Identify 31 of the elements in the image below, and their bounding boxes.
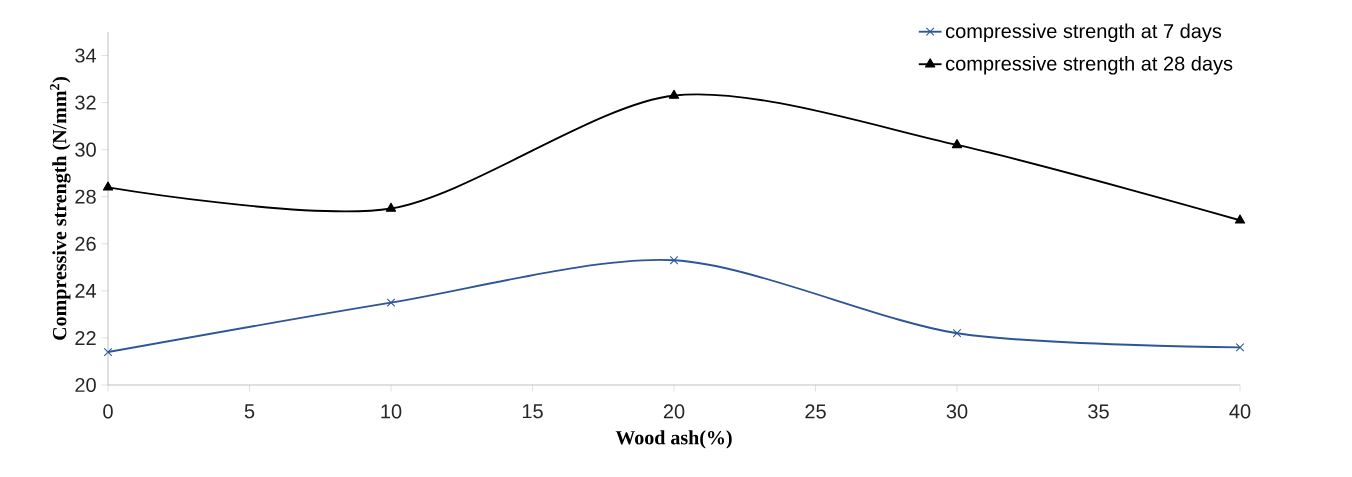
point bbox=[385, 202, 397, 212]
point bbox=[102, 181, 114, 191]
x-tick-label: 0 bbox=[103, 404, 113, 419]
point bbox=[952, 328, 962, 338]
y-tick-label: 24 bbox=[75, 283, 97, 298]
point bbox=[951, 139, 963, 149]
y-tick-label: 30 bbox=[75, 142, 96, 157]
x-tick-label: 10 bbox=[381, 404, 402, 419]
x-tick-label: 15 bbox=[522, 404, 543, 419]
x-tick-label: 20 bbox=[663, 404, 685, 419]
y-tick-label: 20 bbox=[75, 377, 96, 393]
y-axis-title: Compressive strength (N/mm$^{2}$) bbox=[49, 77, 71, 340]
x-axis-title: Wood ash(%) bbox=[615, 430, 732, 449]
x-tick-label: 30 bbox=[946, 404, 968, 419]
x-tick-label: 5 bbox=[244, 404, 255, 419]
y-tick-label: 26 bbox=[75, 236, 96, 251]
legend-label: compressive strength at 7 days bbox=[946, 23, 1222, 43]
y-tick-label: 22 bbox=[75, 330, 96, 345]
point bbox=[1235, 343, 1245, 352]
x-tick-label: 25 bbox=[805, 404, 826, 419]
legend-label: compressive strength at 28 days bbox=[946, 55, 1233, 75]
point bbox=[1234, 214, 1246, 224]
y-tick-label: 34 bbox=[75, 48, 97, 63]
x-tick-label: 40 bbox=[1229, 404, 1251, 419]
x-tick-label: 35 bbox=[1088, 404, 1109, 419]
point bbox=[669, 255, 679, 265]
y-tick-label: 28 bbox=[75, 189, 96, 204]
y-tick-label: 32 bbox=[75, 95, 96, 110]
point bbox=[103, 347, 113, 357]
point bbox=[668, 89, 680, 99]
point bbox=[386, 298, 396, 307]
